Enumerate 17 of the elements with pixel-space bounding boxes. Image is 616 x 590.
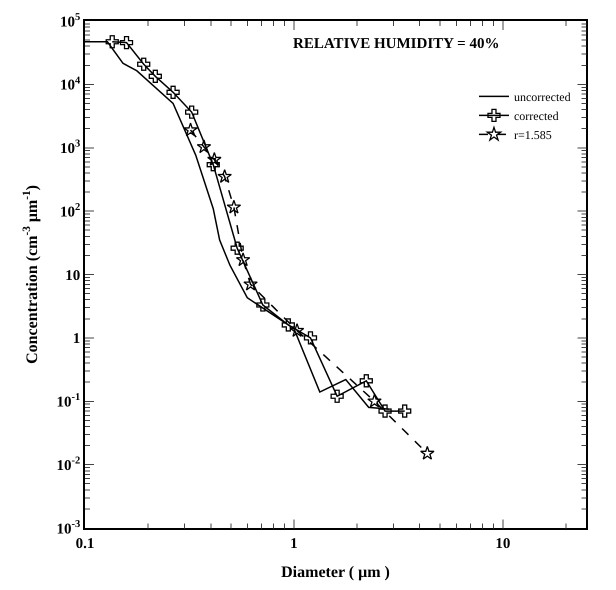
x-tick-label: 1 xyxy=(290,536,298,552)
y-tick-label: 10$^{2}$ xyxy=(60,202,80,220)
y-tick-label: 10 xyxy=(65,268,80,284)
legend-label: r=1.585 xyxy=(514,128,552,142)
x-tick-label: 10 xyxy=(495,536,510,552)
y-tick-label: 10$^{4}$ xyxy=(60,75,81,94)
x-tick-label: 0.1 xyxy=(76,536,94,552)
y-tick-label: 10$^{5}$ xyxy=(60,12,80,30)
y-tick-label: 10$^{-3}$ xyxy=(56,518,80,538)
y-tick-label: 10$^{-1}$ xyxy=(56,392,80,410)
legend-label: corrected xyxy=(514,109,559,124)
y-tick-label: 10$^{-2}$ xyxy=(56,456,80,474)
text: RELATIVE HUMIDITY = 40% xyxy=(293,36,500,52)
y-tick-label: 1 xyxy=(72,331,80,348)
y-tick-label: 10$^{3}$ xyxy=(60,138,80,157)
legend-label: uncorrected xyxy=(514,90,571,104)
x-axis-title: Diameter ( μm ) xyxy=(281,564,390,581)
